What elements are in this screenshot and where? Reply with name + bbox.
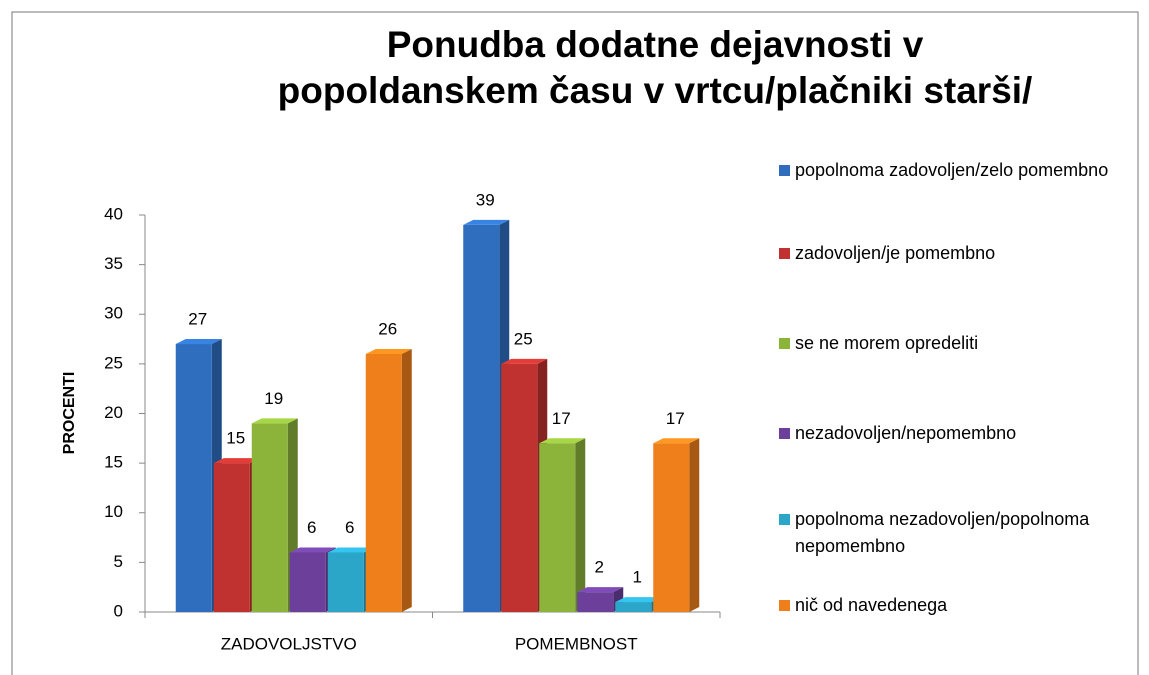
legend-swatch xyxy=(779,514,790,525)
bar-top xyxy=(463,219,510,225)
bar-top xyxy=(615,597,662,603)
data-label: 17 xyxy=(552,409,571,428)
y-tick-label: 40 xyxy=(104,204,123,223)
data-label: 27 xyxy=(188,310,207,329)
data-label: 1 xyxy=(633,568,642,587)
bar-top xyxy=(289,547,336,553)
data-label: 25 xyxy=(514,329,533,348)
y-tick-label: 0 xyxy=(114,601,123,620)
legend-label: se ne morem opredeliti xyxy=(795,333,979,353)
legend-swatch xyxy=(779,248,790,259)
bar-top xyxy=(501,358,548,364)
y-tick-label: 15 xyxy=(104,453,123,472)
bar-side xyxy=(689,438,700,612)
data-label: 15 xyxy=(226,429,245,448)
bar-top xyxy=(327,547,374,553)
bar xyxy=(463,224,500,613)
legend-item: zadovoljen/je pomembno xyxy=(779,240,1125,267)
bar xyxy=(365,353,402,612)
data-label: 6 xyxy=(307,518,316,537)
legend-swatch xyxy=(779,338,790,349)
y-tick-label: 5 xyxy=(114,552,123,571)
bar-top xyxy=(365,348,412,354)
data-label: 17 xyxy=(666,409,685,428)
legend-label: popolnoma nezadovoljen/popolnoma nepomem… xyxy=(795,509,1090,556)
data-label: 2 xyxy=(595,558,604,577)
legend-label: nezadovoljen/nepomembno xyxy=(795,423,1017,443)
legend-item: nezadovoljen/nepomembno xyxy=(779,420,1125,447)
chart-title: Ponudba dodatne dejavnosti v popoldanske… xyxy=(277,24,1033,111)
legend-item: se ne morem opredeliti xyxy=(779,330,1125,357)
x-tick-label: ZADOVOLJSTVO xyxy=(221,634,357,653)
bar xyxy=(175,344,212,612)
bar xyxy=(501,363,538,612)
y-tick-label: 35 xyxy=(104,254,123,273)
bar-top xyxy=(251,418,298,424)
y-tick-label: 20 xyxy=(104,403,123,422)
bar-top xyxy=(653,438,700,444)
bar-top xyxy=(175,339,222,345)
legend-swatch xyxy=(779,428,790,439)
legend-label: nič od navedenega xyxy=(795,595,948,615)
y-tick-label: 25 xyxy=(104,353,123,372)
legend-swatch xyxy=(779,165,790,176)
bar xyxy=(213,463,250,612)
y-tick-label: 10 xyxy=(104,502,123,521)
bar xyxy=(653,443,690,612)
data-label: 19 xyxy=(264,389,283,408)
frame xyxy=(11,11,1139,675)
bar xyxy=(539,443,576,612)
bar xyxy=(251,423,288,612)
x-tick-label: POMEMBNOST xyxy=(515,634,638,653)
bar-top xyxy=(577,587,624,593)
data-label: 26 xyxy=(378,319,397,338)
bar-side xyxy=(575,438,586,612)
legend-item: popolnoma zadovoljen/zelo pomembno xyxy=(779,157,1125,184)
bar xyxy=(615,602,652,612)
legend-swatch xyxy=(779,600,790,611)
bar-side xyxy=(401,348,412,612)
bar xyxy=(327,552,364,612)
legend-label: zadovoljen/je pomembno xyxy=(795,243,996,263)
bar-top xyxy=(213,458,260,464)
y-tick-label: 30 xyxy=(104,304,123,323)
bar xyxy=(577,592,614,612)
data-label: 6 xyxy=(345,518,354,537)
bar-top xyxy=(539,438,586,444)
legend-item: popolnoma nezadovoljen/popolnoma nepomem… xyxy=(779,506,1125,560)
y-axis-title: PROCENTI xyxy=(61,372,78,455)
legend-label: popolnoma zadovoljen/zelo pomembno xyxy=(795,160,1109,180)
bar xyxy=(289,552,326,612)
legend-item: nič od navedenega xyxy=(779,592,1125,619)
data-label: 39 xyxy=(476,190,495,209)
